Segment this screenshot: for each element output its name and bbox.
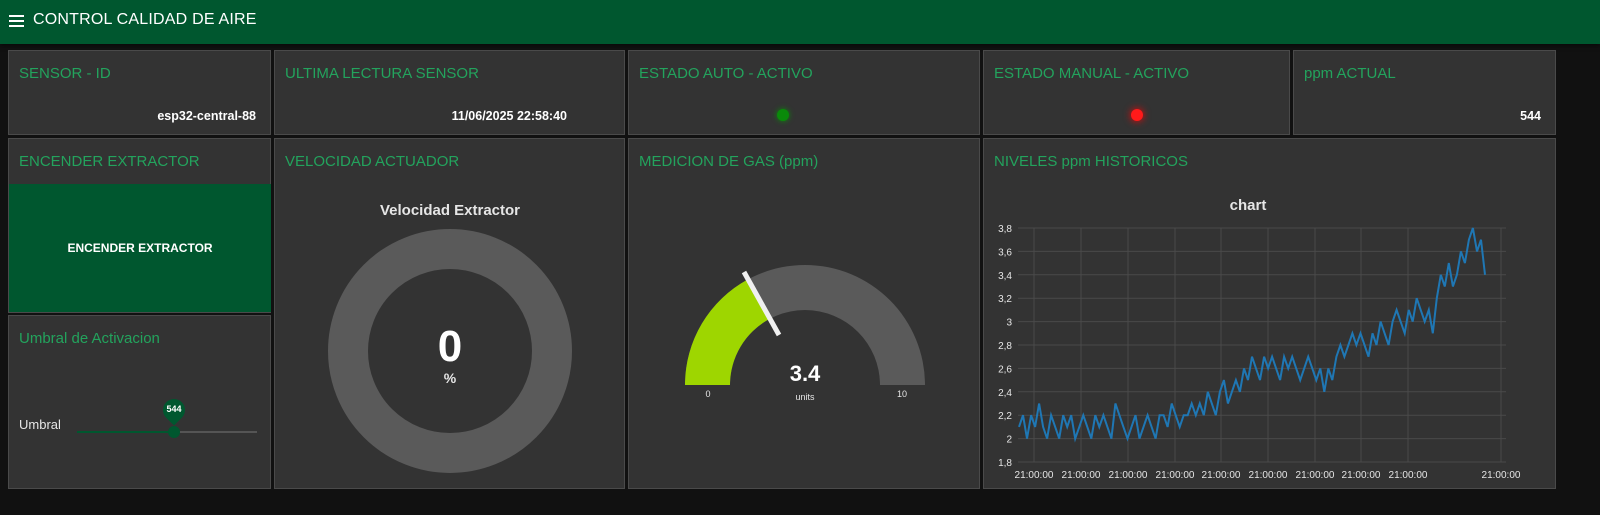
last-reading-card: ULTIMA LECTURA SENSOR 11/06/2025 22:58:4… <box>274 50 625 135</box>
manual-state-led-indicator <box>1131 109 1143 121</box>
speed-unit: % <box>444 370 457 386</box>
gas-card: MEDICION DE GAS (ppm) 3.4 units 0 10 <box>628 138 980 489</box>
card-title: NIVELES ppm HISTORICOS <box>994 153 1188 170</box>
gas-value: 3.4 <box>790 361 821 386</box>
sensor-id-card: SENSOR - ID esp32-central-88 <box>8 50 271 135</box>
speed-value: 0 <box>438 322 462 371</box>
hamburger-menu-icon[interactable] <box>9 15 24 27</box>
x-tick-label: 21:00:00 <box>1062 470 1101 481</box>
ppm-history-chart: chart 3,8 3,6 3,4 3,2 3 2,8 2,6 2,4 2,2 2 1,8 21:0… <box>998 197 1521 481</box>
manual-state-card: ESTADO MANUAL - ACTIVO <box>983 50 1290 135</box>
turn-on-extractor-button[interactable]: ENCENDER EXTRACTOR <box>9 184 271 312</box>
card-title: VELOCIDAD ACTUADOR <box>285 153 460 170</box>
gauge-needle <box>741 270 782 337</box>
speed-gauge: Velocidad Extractor 0 % <box>328 202 572 473</box>
auto-state-led-indicator <box>777 109 789 121</box>
x-tick-label: 21:00:00 <box>1389 470 1428 481</box>
sensor-id-value: esp32-central-88 <box>157 109 256 123</box>
chart-series-line <box>1018 227 1486 443</box>
x-tick-label: 21:00:00 <box>1296 470 1335 481</box>
y-tick-label: 3,2 <box>998 294 1012 305</box>
x-tick-label: 21:00:00 <box>1202 470 1241 481</box>
y-tick-label: 3,8 <box>998 224 1012 235</box>
chart-y-axis: 3,8 3,6 3,4 3,2 3 2,8 2,6 2,4 2,2 2 1,8 <box>998 224 1012 469</box>
y-tick-label: 1,8 <box>998 458 1012 469</box>
chart-x-axis: 21:00:00 21:00:00 21:00:00 21:00:00 21:00:00… <box>1015 470 1521 481</box>
chart-title: chart <box>1230 197 1267 214</box>
gas-gauge: 3.4 units 0 10 <box>685 265 925 402</box>
app-title: CONTROL CALIDAD DE AIRE <box>33 11 257 28</box>
ppm-current-card: ppm ACTUAL 544 <box>1293 50 1556 135</box>
card-title: Umbral de Activacion <box>19 330 160 347</box>
extractor-card: ENCENDER EXTRACTOR ENCENDER EXTRACTOR <box>8 138 271 313</box>
x-tick-label: 21:00:00 <box>1482 470 1521 481</box>
speed-card: VELOCIDAD ACTUADOR Velocidad Extractor 0… <box>274 138 625 489</box>
slider-label: Umbral <box>19 417 61 432</box>
y-tick-label: 2 <box>1006 435 1012 446</box>
card-title: ppm ACTUAL <box>1304 65 1396 82</box>
x-tick-label: 21:00:00 <box>1249 470 1288 481</box>
slider-fill <box>77 431 174 433</box>
card-title: ESTADO MANUAL - ACTIVO <box>994 65 1190 82</box>
threshold-slider[interactable]: 544 <box>77 394 257 438</box>
slider-value-label: 544 <box>166 404 182 414</box>
card-title: MEDICION DE GAS (ppm) <box>639 153 819 170</box>
gauge-min-label: 0 <box>705 389 710 399</box>
y-tick-label: 3,4 <box>998 271 1012 282</box>
y-tick-label: 3,6 <box>998 247 1012 258</box>
chart-grid <box>1018 227 1506 463</box>
card-title: ULTIMA LECTURA SENSOR <box>285 65 479 82</box>
card-title: ENCENDER EXTRACTOR <box>19 153 200 170</box>
slider-thumb[interactable] <box>168 426 180 438</box>
ppm-current-value: 544 <box>1520 109 1541 123</box>
top-bar: CONTROL CALIDAD DE AIRE <box>0 0 1600 44</box>
y-tick-label: 2,8 <box>998 341 1012 352</box>
threshold-card: Umbral de Activacion Umbral 544 <box>8 315 271 489</box>
y-tick-label: 2,4 <box>998 388 1012 399</box>
history-card: NIVELES ppm HISTORICOS chart 3,8 3,6 3,4 3,… <box>983 138 1556 489</box>
x-tick-label: 21:00:00 <box>1156 470 1195 481</box>
last-reading-value: 11/06/2025 22:58:40 <box>451 109 567 123</box>
x-tick-label: 21:00:00 <box>1015 470 1054 481</box>
x-tick-label: 21:00:00 <box>1342 470 1381 481</box>
gauge-title: Velocidad Extractor <box>380 202 520 219</box>
gauge-value-arc <box>685 279 770 385</box>
y-tick-label: 2,6 <box>998 364 1012 375</box>
y-tick-label: 2,2 <box>998 411 1012 422</box>
y-tick-label: 3 <box>1006 318 1012 329</box>
speed-gauge-ring <box>328 229 572 473</box>
card-title: ESTADO AUTO - ACTIVO <box>639 65 813 82</box>
gauge-max-label: 10 <box>897 389 907 399</box>
auto-state-card: ESTADO AUTO - ACTIVO <box>628 50 980 135</box>
card-title: SENSOR - ID <box>19 65 111 82</box>
gas-unit: units <box>795 392 815 402</box>
x-tick-label: 21:00:00 <box>1109 470 1148 481</box>
